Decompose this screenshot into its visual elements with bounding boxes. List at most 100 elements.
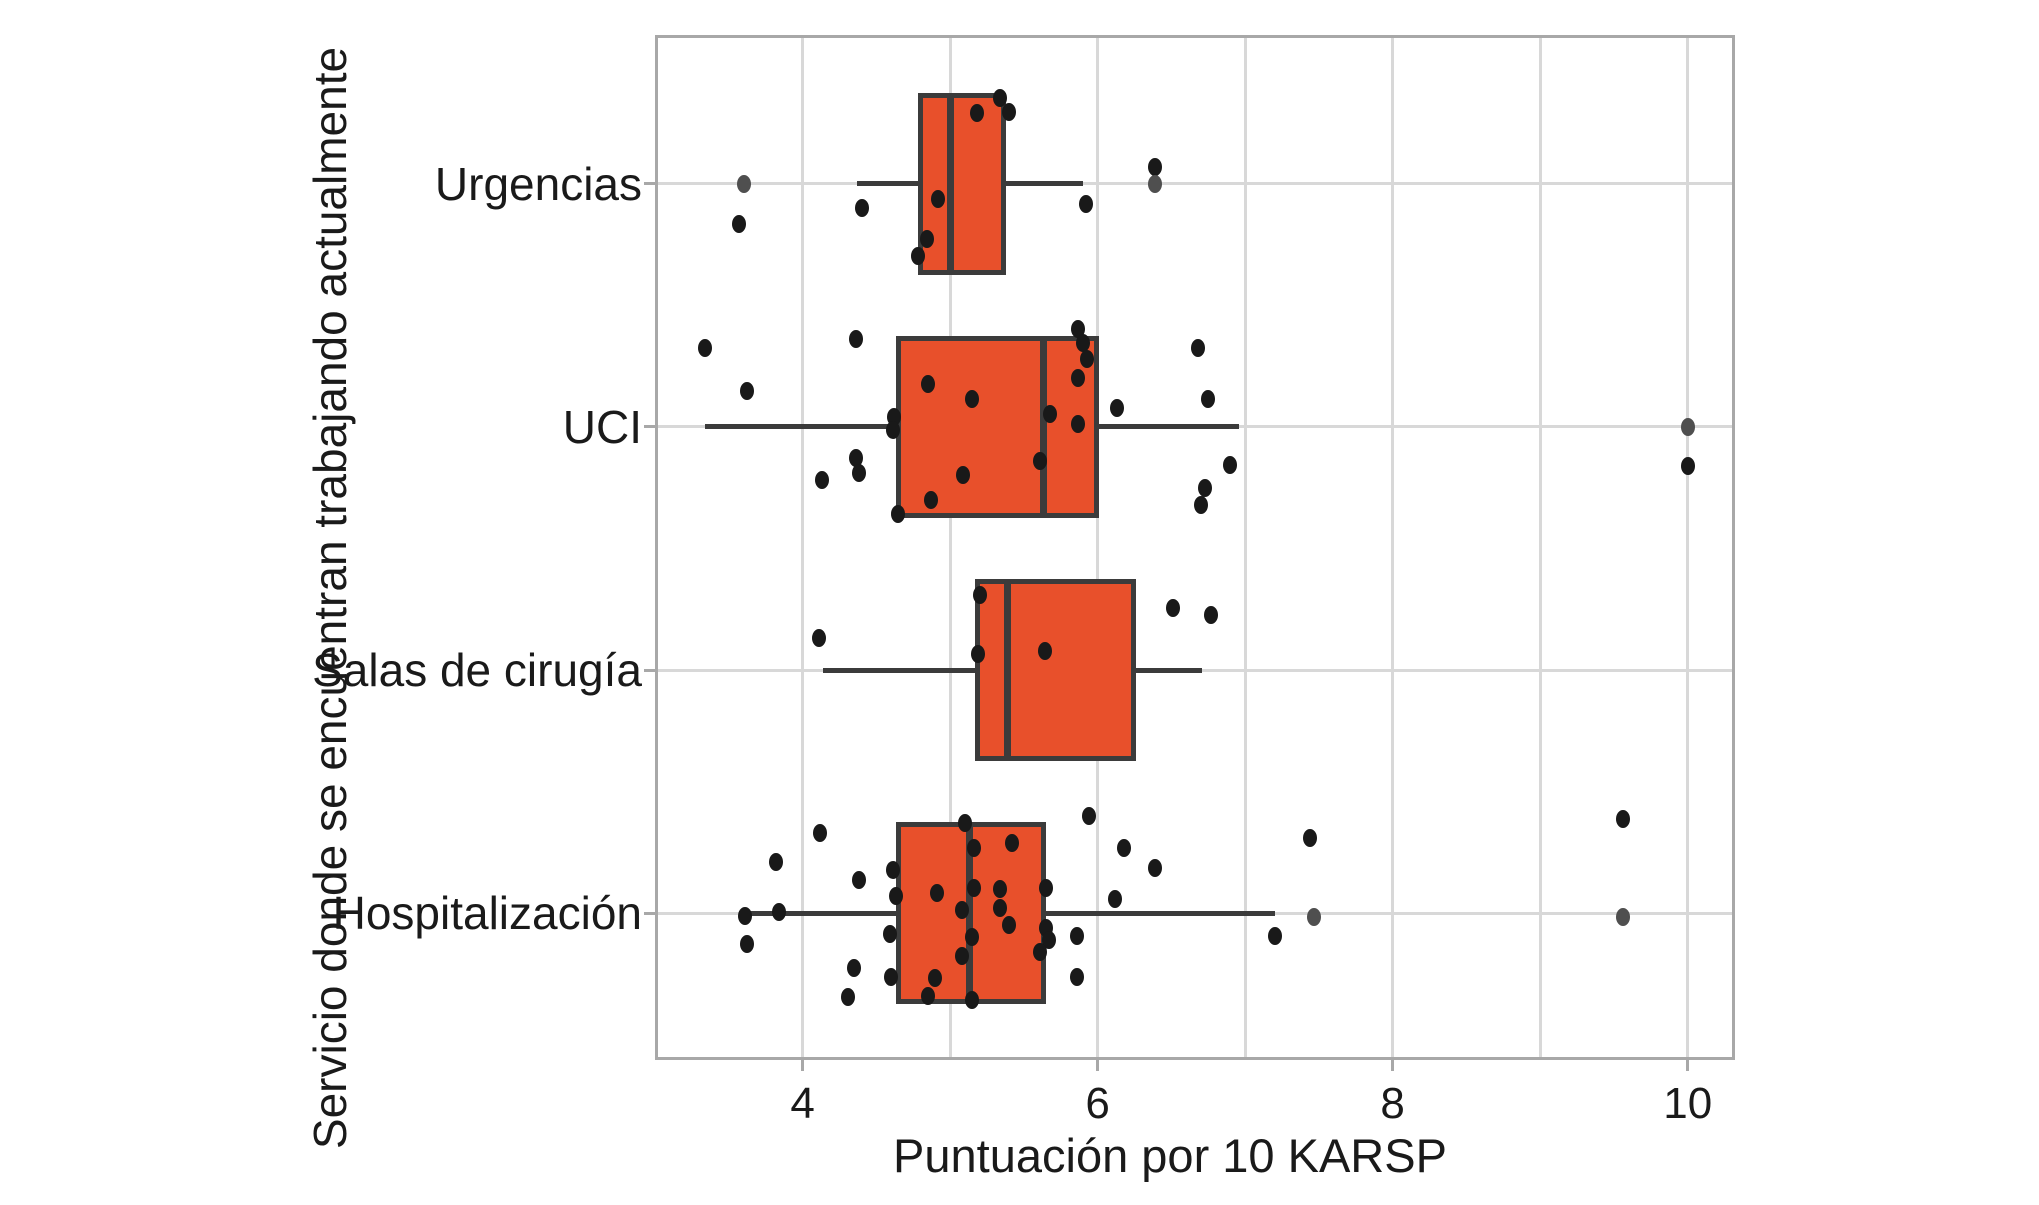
data-point <box>888 887 903 906</box>
data-point <box>993 899 1008 918</box>
y-tick <box>644 668 658 672</box>
data-point <box>1037 642 1052 661</box>
data-point <box>929 884 944 903</box>
data-point <box>923 490 938 509</box>
median-salas-de-cirug-a <box>1004 579 1012 762</box>
x-tick <box>1686 1057 1690 1071</box>
gridline-vertical <box>801 38 805 1057</box>
data-point <box>1075 333 1090 352</box>
data-point <box>1190 338 1205 357</box>
data-point <box>957 814 972 833</box>
data-point <box>698 338 713 357</box>
data-point <box>954 901 969 920</box>
data-point <box>993 88 1008 107</box>
data-point <box>1680 456 1695 475</box>
data-point <box>972 586 987 605</box>
gridline-vertical <box>1686 38 1690 1057</box>
data-point <box>885 420 900 439</box>
data-point <box>771 903 786 922</box>
data-point <box>910 246 925 265</box>
data-point <box>841 988 856 1007</box>
data-point <box>739 935 754 954</box>
data-point <box>965 389 980 408</box>
data-point <box>965 928 980 947</box>
data-point <box>1165 599 1180 618</box>
gridline-vertical <box>1391 38 1395 1057</box>
data-point <box>971 645 986 664</box>
data-point <box>1303 829 1318 848</box>
y-tick <box>644 911 658 915</box>
gridline-vertical <box>655 38 657 1057</box>
data-point <box>966 839 981 858</box>
data-point <box>1148 859 1163 878</box>
outlier-point <box>1615 908 1630 927</box>
data-point <box>1002 916 1017 935</box>
x-tick <box>1391 1057 1395 1071</box>
data-point <box>1198 478 1213 497</box>
data-point <box>1041 931 1056 950</box>
data-point <box>965 991 980 1010</box>
data-point <box>1002 102 1017 121</box>
data-point <box>920 374 935 393</box>
data-point <box>1080 349 1095 368</box>
category-label-3: Hospitalización <box>332 887 642 940</box>
y-tick <box>644 425 658 429</box>
data-point <box>1109 398 1124 417</box>
data-point <box>811 629 826 648</box>
data-point <box>1078 194 1093 213</box>
data-point <box>847 959 862 978</box>
gridline-vertical <box>1243 38 1247 1057</box>
data-point <box>1267 927 1282 946</box>
x-tick-label: 8 <box>1380 1079 1405 1128</box>
plot-panel <box>655 35 1735 1060</box>
median-urgencias <box>946 92 954 275</box>
data-point <box>1117 839 1132 858</box>
data-point <box>769 853 784 872</box>
data-point <box>1204 606 1219 625</box>
data-point <box>814 470 829 489</box>
outlier-point <box>1148 174 1163 193</box>
data-point <box>1043 404 1058 423</box>
category-label-1: UCI <box>562 400 642 453</box>
data-point <box>1071 368 1086 387</box>
data-point <box>993 880 1008 899</box>
x-tick-label: 4 <box>790 1079 815 1128</box>
data-point <box>732 214 747 233</box>
x-axis-title: Puntuación por 10 KARSP <box>893 1129 1447 1182</box>
data-point <box>1108 890 1123 909</box>
gridline-vertical <box>1096 38 1100 1057</box>
category-label-2: Salas de cirugía <box>312 644 642 697</box>
y-tick <box>644 182 658 185</box>
data-point <box>1148 157 1163 176</box>
box-uci <box>895 335 1100 518</box>
box-urgencias <box>917 92 1007 275</box>
data-point <box>931 189 946 208</box>
data-point <box>813 824 828 843</box>
gridline-row <box>658 182 1732 185</box>
outlier-point <box>736 174 751 193</box>
data-point <box>1071 414 1086 433</box>
median-hospitalizaci-n <box>965 822 973 1005</box>
x-tick <box>1096 1057 1100 1071</box>
data-point <box>738 907 753 926</box>
data-point <box>969 103 984 122</box>
data-point <box>891 504 906 523</box>
data-point <box>851 871 866 890</box>
data-point <box>1071 319 1086 338</box>
data-point <box>1033 451 1048 470</box>
data-point <box>919 229 934 248</box>
data-point <box>1033 943 1048 962</box>
data-point <box>848 329 863 348</box>
median-uci <box>1039 335 1047 518</box>
data-point <box>848 448 863 467</box>
data-point <box>966 879 981 898</box>
outlier-point <box>1307 908 1322 927</box>
data-point <box>928 969 943 988</box>
y-axis-title: Servicio donde se encuentran trabajando … <box>304 46 356 1150</box>
data-point <box>956 465 971 484</box>
data-point <box>1223 455 1238 474</box>
data-point <box>1615 810 1630 829</box>
data-point <box>1038 879 1053 898</box>
data-point <box>920 987 935 1006</box>
data-point <box>1069 927 1084 946</box>
